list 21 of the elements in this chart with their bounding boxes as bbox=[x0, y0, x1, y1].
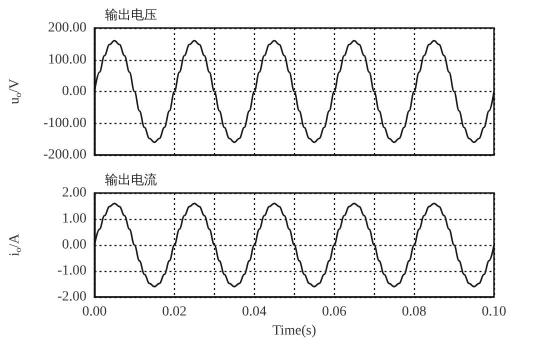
y-tick-label: 0.00 bbox=[62, 238, 86, 252]
x-tick-label: 0.00 bbox=[82, 304, 107, 320]
y-tick-label: 200.00 bbox=[48, 20, 86, 36]
y-tick-label: -100.00 bbox=[43, 116, 86, 131]
x-axis-title: Time(s) bbox=[272, 323, 316, 338]
y-tick-label: -1.00 bbox=[57, 264, 86, 278]
y-tick-label: 0.00 bbox=[62, 84, 86, 99]
x-tick-label: 0.10 bbox=[482, 304, 506, 320]
x-tick-label: 0.02 bbox=[162, 304, 187, 320]
y-tick-label: 1.00 bbox=[62, 212, 86, 226]
y-tick-label: 100.00 bbox=[48, 52, 86, 68]
x-tick-label: 0.06 bbox=[322, 304, 346, 320]
y-tick-label: -200.00 bbox=[43, 148, 86, 162]
chart-title: 输出电压 bbox=[105, 8, 157, 23]
y-tick-label: 2.00 bbox=[62, 186, 86, 200]
y-tick-label: -2.00 bbox=[57, 290, 86, 304]
y-axis-title: io/A bbox=[8, 232, 23, 256]
chart-title: 输出电流 bbox=[105, 172, 157, 188]
x-tick-label: 0.04 bbox=[242, 304, 267, 320]
y-axis-title: uo/V bbox=[8, 78, 23, 104]
x-tick-label: 0.08 bbox=[402, 304, 426, 320]
